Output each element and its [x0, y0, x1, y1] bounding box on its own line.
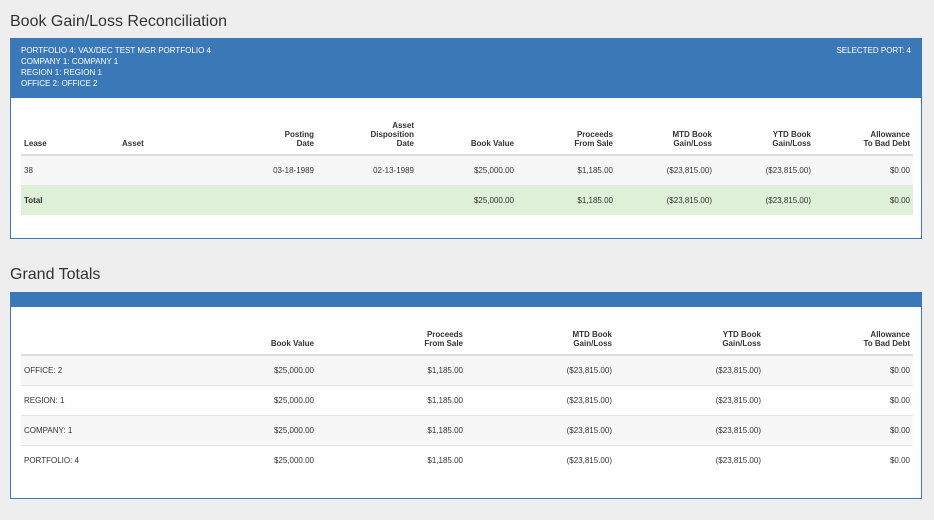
allowance-cell: $0.00 [764, 384, 913, 415]
col-disposition-date[interactable]: Asset Disposition Date [317, 116, 417, 156]
col-posting-date[interactable]: Posting Date [219, 116, 317, 156]
total-ytd: ($23,815.00) [715, 184, 814, 215]
posting-date-cell: 03-18-1989 [219, 154, 317, 185]
level-cell: COMPANY: 1 [21, 414, 169, 445]
allowance-cell: $0.00 [764, 354, 913, 385]
total-proceeds: $1,185.00 [517, 184, 616, 215]
col-ytd[interactable]: YTD Book Gain/Loss [715, 116, 814, 156]
total-mtd: ($23,815.00) [616, 184, 715, 215]
recon-panel-header: PORTFOLIO 4: VAX/DEC TEST MGR PORTFOLIO … [11, 39, 921, 98]
level-cell: PORTFOLIO: 4 [21, 444, 169, 475]
col-mtd[interactable]: MTD Book Gain/Loss [466, 325, 615, 356]
col-level [21, 325, 169, 356]
proceeds-cell: $1,185.00 [317, 444, 466, 475]
grand-totals-panel: Book Value Proceeds From Sale MTD Book Gai… [10, 292, 922, 499]
table-row[interactable]: 38 03-18-1989 02-13-1989 $25,000.00 $1,1… [21, 154, 913, 185]
office-line: OFFICE 2: OFFICE 2 [21, 79, 98, 88]
mtd-cell: ($23,815.00) [466, 444, 615, 475]
total-disposition-cell [317, 184, 417, 215]
selected-port: SELECTED PORT: 4 [836, 46, 911, 55]
book-value-cell: $25,000.00 [169, 414, 317, 445]
book-value-cell: $25,000.00 [169, 354, 317, 385]
mtd-cell: ($23,815.00) [466, 384, 615, 415]
ytd-cell: ($23,815.00) [615, 414, 764, 445]
book-value-cell: $25,000.00 [417, 154, 517, 185]
recon-panel: PORTFOLIO 4: VAX/DEC TEST MGR PORTFOLIO … [10, 38, 922, 239]
table-row[interactable]: REGION: 1 $25,000.00 $1,185.00 ($23,815.… [21, 384, 913, 415]
recon-title: Book Gain/Loss Reconciliation [10, 13, 228, 30]
asset-cell [119, 154, 219, 185]
allowance-cell: $0.00 [814, 154, 913, 185]
total-row: Total $25,000.00 $1,185.00 ($23,815.00) … [21, 184, 913, 215]
table-row[interactable]: OFFICE: 2 $25,000.00 $1,185.00 ($23,815.… [21, 354, 913, 385]
ytd-cell: ($23,815.00) [615, 384, 764, 415]
level-cell: REGION: 1 [21, 384, 169, 415]
ytd-cell: ($23,815.00) [615, 444, 764, 475]
col-ytd[interactable]: YTD Book Gain/Loss [615, 325, 764, 356]
disposition-date-cell: 02-13-1989 [317, 154, 417, 185]
company-line: COMPANY 1: COMPANY 1 [21, 57, 119, 66]
grand-panel-header [11, 293, 921, 307]
level-cell: OFFICE: 2 [21, 354, 169, 385]
ytd-cell: ($23,815.00) [715, 154, 814, 185]
col-mtd[interactable]: MTD Book Gain/Loss [616, 116, 715, 156]
book-value-cell: $25,000.00 [169, 444, 317, 475]
allowance-cell: $0.00 [764, 444, 913, 475]
col-proceeds[interactable]: Proceeds From Sale [317, 325, 466, 356]
total-posting-cell [219, 184, 317, 215]
lease-cell: 38 [21, 154, 119, 185]
total-allowance: $0.00 [814, 184, 913, 215]
table-row[interactable]: COMPANY: 1 $25,000.00 $1,185.00 ($23,815… [21, 414, 913, 445]
proceeds-cell: $1,185.00 [317, 384, 466, 415]
col-allowance[interactable]: Allowance To Bad Debt [764, 325, 913, 356]
book-value-cell: $25,000.00 [169, 384, 317, 415]
allowance-cell: $0.00 [764, 414, 913, 445]
table-row[interactable]: PORTFOLIO: 4 $25,000.00 $1,185.00 ($23,8… [21, 444, 913, 475]
proceeds-cell: $1,185.00 [317, 414, 466, 445]
portfolio-line: PORTFOLIO 4: VAX/DEC TEST MGR PORTFOLIO … [21, 46, 211, 55]
region-line: REGION 1: REGION 1 [21, 68, 102, 77]
total-book-value: $25,000.00 [417, 184, 517, 215]
recon-header-info: PORTFOLIO 4: VAX/DEC TEST MGR PORTFOLIO … [21, 45, 211, 89]
recon-table: Lease Asset Posting Date Asset Disposition… [21, 116, 913, 215]
col-book-value[interactable]: Book Value [169, 325, 317, 356]
mtd-cell: ($23,815.00) [466, 414, 615, 445]
grand-header-row: Book Value Proceeds From Sale MTD Book Gai… [21, 325, 913, 356]
mtd-cell: ($23,815.00) [616, 154, 715, 185]
col-lease[interactable]: Lease [21, 116, 119, 156]
col-allowance[interactable]: Allowance To Bad Debt [814, 116, 913, 156]
col-book-value[interactable]: Book Value [417, 116, 517, 156]
col-asset[interactable]: Asset [119, 116, 219, 156]
proceeds-cell: $1,185.00 [517, 154, 616, 185]
proceeds-cell: $1,185.00 [317, 354, 466, 385]
grand-totals-title: Grand Totals [10, 266, 101, 283]
total-asset-cell [119, 184, 219, 215]
grand-totals-table: Book Value Proceeds From Sale MTD Book Gai… [21, 325, 913, 475]
mtd-cell: ($23,815.00) [466, 354, 615, 385]
col-proceeds[interactable]: Proceeds From Sale [517, 116, 616, 156]
recon-header-row: Lease Asset Posting Date Asset Disposition… [21, 116, 913, 156]
ytd-cell: ($23,815.00) [615, 354, 764, 385]
total-label: Total [21, 184, 119, 215]
